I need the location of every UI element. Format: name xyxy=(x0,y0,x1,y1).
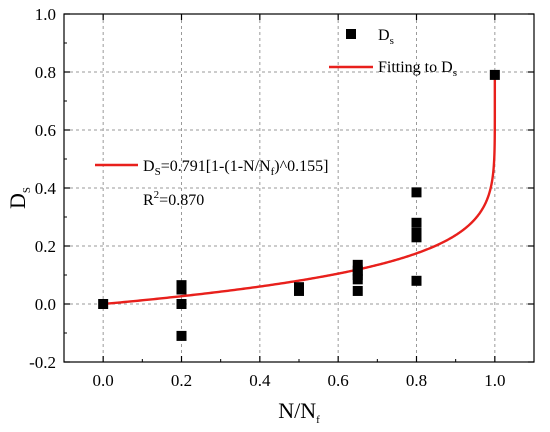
x-axis-title: N/Nf xyxy=(278,398,320,426)
legend-label-fit: Fitting to Ds xyxy=(378,59,457,79)
data-point xyxy=(294,285,304,296)
data-point xyxy=(352,285,363,296)
y-tick-label: 0.2 xyxy=(35,237,56,256)
data-point xyxy=(411,232,422,243)
fit-curve xyxy=(103,74,497,306)
data-point xyxy=(352,259,363,270)
x-tick-label: 0.0 xyxy=(93,371,114,390)
y-tick-label: 0.6 xyxy=(35,121,56,140)
y-tick-label: 0.0 xyxy=(35,295,56,314)
x-tick-label: 1.0 xyxy=(484,371,505,390)
data-point xyxy=(411,275,422,286)
data-point xyxy=(411,217,422,228)
legend: Ds Fitting to Ds xyxy=(329,27,457,79)
data-point xyxy=(176,284,187,295)
y-tick-label: 0.8 xyxy=(35,63,56,82)
data-point xyxy=(352,274,363,285)
axis-ticks: 0.0 0.2 0.4 0.6 0.8 1.0 -0.2 0.0 0.2 0.4 0.6 0.8 1.0 xyxy=(29,5,534,390)
y-tick-label: -0.2 xyxy=(29,353,56,372)
r-squared-text: R2=0.870 xyxy=(143,189,204,209)
data-point xyxy=(98,299,109,309)
fit-equation-text: DS=0.791[1-(1-N/Nf)^0.155] xyxy=(143,158,328,178)
legend-marker-ds xyxy=(346,29,356,39)
data-point xyxy=(411,187,422,198)
data-point xyxy=(489,69,500,80)
legend-label-ds: Ds xyxy=(378,27,394,47)
data-points-layer xyxy=(98,69,500,341)
x-tick-label: 0.8 xyxy=(406,371,427,390)
y-axis-title: DS xyxy=(5,187,33,209)
grid-lines xyxy=(64,14,534,362)
x-tick-label: 0.2 xyxy=(171,371,192,390)
data-point xyxy=(176,330,187,341)
x-tick-label: 0.6 xyxy=(328,371,349,390)
fit-equation-annotation: DS=0.791[1-(1-N/Nf)^0.155] R2=0.870 xyxy=(95,158,328,209)
x-tick-label: 0.4 xyxy=(249,371,271,390)
y-tick-label: 1.0 xyxy=(35,5,56,24)
fit-curve-layer xyxy=(103,74,497,306)
y-tick-label: 0.4 xyxy=(35,179,57,198)
data-point xyxy=(176,299,187,309)
